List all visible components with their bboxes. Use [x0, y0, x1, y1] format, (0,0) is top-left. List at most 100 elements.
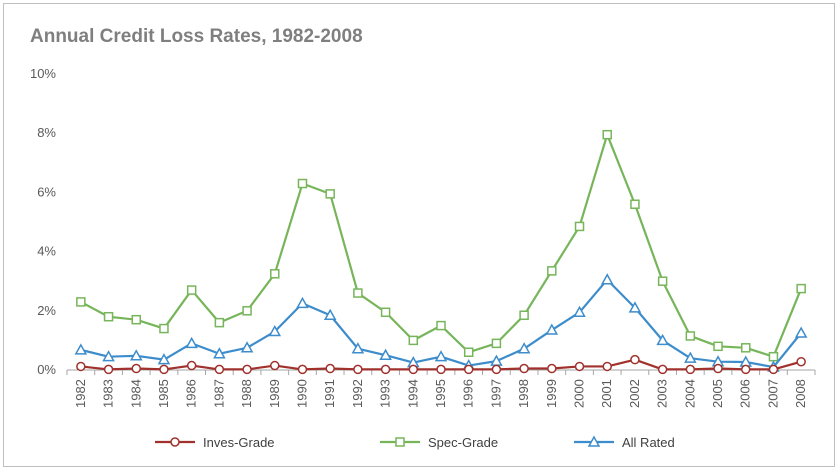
y-tick-label: 10%	[30, 66, 56, 81]
data-point	[102, 350, 115, 362]
data-point	[129, 349, 143, 361]
x-tick-label: 2005	[710, 379, 725, 408]
data-point	[796, 283, 806, 294]
x-tick-label: 1992	[350, 379, 365, 408]
data-point	[600, 273, 614, 285]
data-point	[436, 320, 446, 331]
data-point	[796, 356, 806, 367]
data-point	[602, 129, 612, 140]
data-point	[713, 341, 723, 352]
data-point	[297, 178, 308, 189]
x-tick-label: 2004	[682, 379, 697, 408]
data-point	[573, 305, 586, 318]
x-tick-label: 1994	[405, 379, 420, 408]
x-tick-label: 1996	[461, 379, 476, 408]
data-point	[684, 351, 697, 363]
x-tick-label: 1991	[322, 379, 337, 408]
data-point	[379, 348, 392, 360]
data-point	[547, 266, 557, 276]
data-point	[185, 336, 198, 349]
x-tick-label: 2003	[655, 379, 670, 408]
legend-marker	[170, 437, 180, 447]
data-point	[325, 189, 335, 199]
data-point	[768, 364, 779, 375]
data-point	[517, 342, 531, 354]
y-tick-label: 6%	[37, 184, 56, 199]
data-point	[685, 364, 696, 375]
data-point	[434, 350, 448, 362]
data-point	[186, 360, 197, 371]
data-point	[240, 341, 254, 353]
x-tick-label: 1985	[156, 379, 171, 408]
data-point	[630, 199, 640, 209]
x-tick-label: 1998	[516, 379, 531, 408]
data-point	[103, 311, 114, 322]
x-tick-label: 1993	[378, 379, 393, 408]
x-tick-label: 2006	[738, 379, 753, 408]
data-point	[214, 317, 225, 328]
x-tick-label: 1987	[211, 379, 226, 408]
data-point	[380, 307, 391, 318]
data-point	[159, 364, 169, 375]
x-tick-label: 1984	[128, 379, 143, 408]
y-tick-label: 8%	[37, 125, 56, 140]
data-point	[685, 331, 696, 341]
data-point	[214, 364, 225, 375]
data-point	[213, 347, 226, 359]
data-point	[656, 333, 669, 346]
data-point	[131, 363, 142, 374]
x-tick-label: 1986	[184, 379, 199, 408]
y-tick-label: 4%	[37, 244, 56, 259]
data-point	[408, 335, 419, 346]
data-point	[436, 364, 446, 375]
x-tick-label: 1988	[239, 379, 254, 408]
data-point	[463, 347, 474, 357]
data-point	[353, 288, 363, 298]
x-tick-label: 1997	[488, 379, 503, 408]
data-point	[630, 354, 640, 365]
data-point	[186, 285, 197, 295]
data-point	[657, 276, 668, 286]
legend-label: All Rated	[622, 435, 675, 450]
data-point	[768, 351, 779, 362]
data-point	[380, 364, 391, 375]
data-point	[297, 364, 308, 375]
data-point	[491, 338, 502, 349]
data-point	[268, 324, 282, 337]
data-point	[296, 296, 309, 309]
data-point	[547, 363, 557, 374]
x-tick-label: 1982	[73, 379, 88, 408]
legend-label: Spec-Grade	[428, 435, 498, 450]
data-point	[740, 343, 751, 353]
data-point	[159, 323, 169, 334]
x-tick-label: 1990	[294, 379, 309, 408]
data-point	[463, 364, 474, 375]
data-point	[713, 363, 723, 374]
data-point	[408, 364, 419, 375]
data-point	[323, 308, 337, 320]
data-point	[74, 343, 88, 355]
data-point	[519, 310, 529, 320]
legend-marker	[395, 437, 405, 447]
chart-title: Annual Credit Loss Rates, 1982-2008	[30, 26, 363, 47]
data-point	[76, 361, 86, 372]
data-point	[519, 363, 529, 374]
data-point	[131, 314, 142, 325]
data-point	[794, 326, 808, 338]
x-tick-label: 2000	[572, 379, 587, 408]
x-tick-label: 1999	[544, 379, 559, 408]
y-tick-label: 0%	[37, 362, 56, 377]
x-tick-label: 1995	[433, 379, 448, 408]
data-point	[351, 342, 365, 354]
data-point	[574, 221, 585, 232]
data-point	[491, 364, 502, 375]
chart-frame	[3, 3, 835, 467]
data-point	[353, 364, 363, 375]
data-point	[740, 364, 751, 375]
legend-marker	[587, 435, 601, 447]
x-tick-label: 2008	[793, 379, 808, 408]
x-tick-label: 1989	[267, 379, 282, 408]
x-tick-label: 2007	[765, 379, 780, 408]
data-point	[242, 364, 252, 375]
